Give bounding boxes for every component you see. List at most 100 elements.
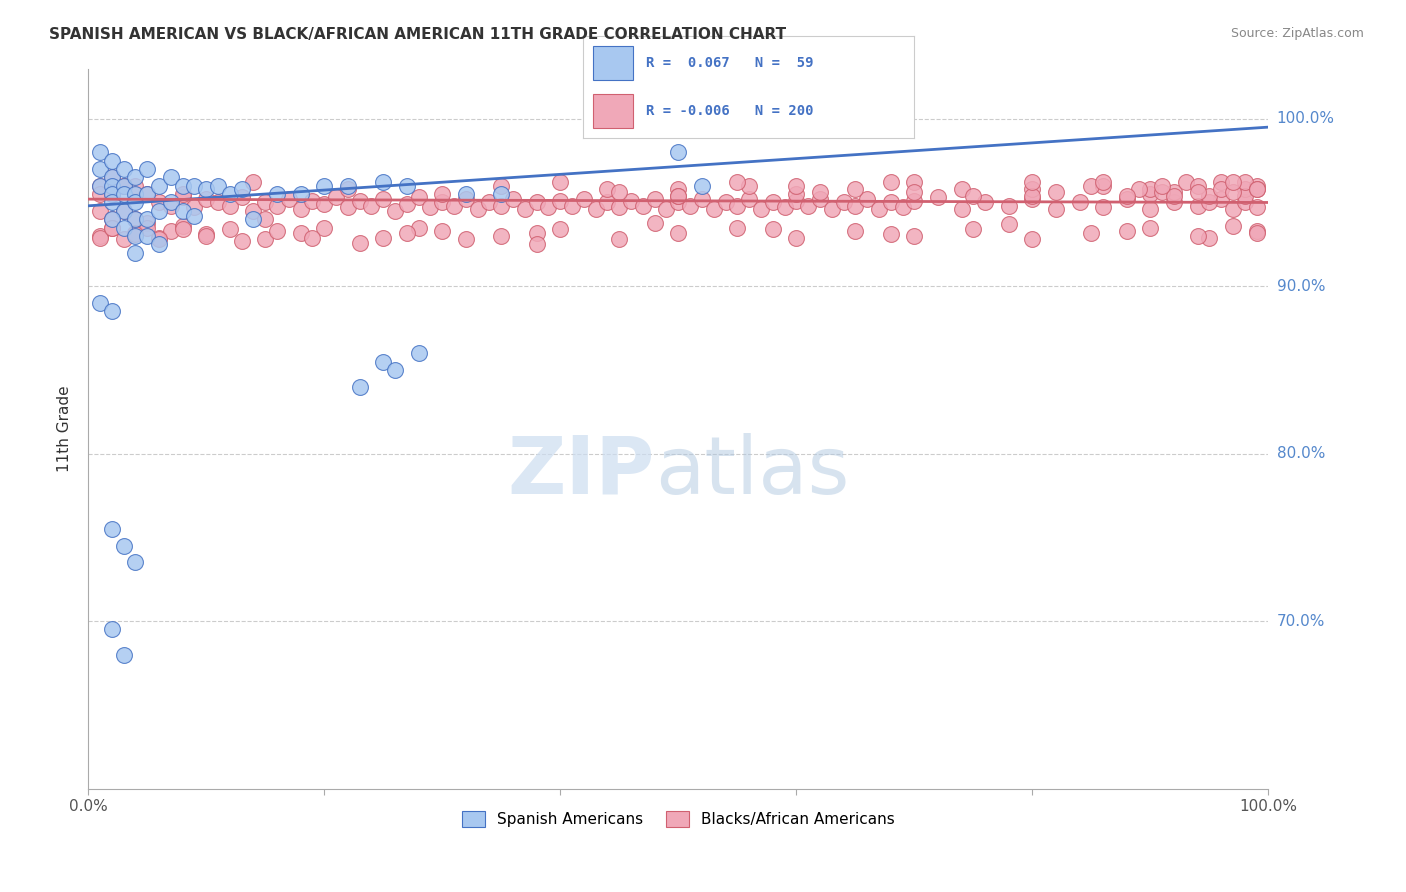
Point (112, 203, 135, 218)
Point (785, 187, 807, 202)
Point (808, 192, 831, 206)
Point (314, 220, 336, 235)
Point (725, 175, 748, 189)
Point (1198, 195, 1220, 210)
Point (997, 217, 1019, 231)
Point (1211, 192, 1233, 206)
Point (112, 178, 135, 193)
Point (844, 224, 866, 238)
Point (195, 182, 218, 196)
Point (89, 145, 111, 160)
Point (159, 195, 181, 210)
Point (432, 224, 454, 238)
Bar (593, 95, 633, 128)
Point (254, 195, 277, 210)
Point (100, 187, 122, 202)
Point (1115, 192, 1137, 206)
Text: R =  0.067   N =  59: R = 0.067 N = 59 (647, 56, 814, 70)
Point (124, 170, 146, 185)
Point (195, 229, 218, 244)
Point (100, 220, 122, 235)
Point (1222, 202, 1244, 216)
Point (1139, 182, 1161, 196)
Point (644, 216, 666, 230)
Point (950, 182, 973, 196)
Point (974, 195, 997, 210)
Point (491, 178, 513, 193)
Point (112, 203, 135, 218)
Point (136, 212, 159, 227)
Point (1246, 226, 1268, 240)
Point (1187, 178, 1209, 193)
Point (548, 222, 571, 236)
Point (703, 202, 725, 216)
Point (666, 188, 689, 202)
Point (136, 161, 159, 176)
Point (526, 195, 548, 210)
Point (690, 192, 713, 206)
Point (1246, 201, 1268, 215)
Point (714, 195, 737, 210)
Point (1152, 186, 1174, 200)
Point (100, 153, 122, 168)
Point (738, 192, 761, 206)
Point (195, 192, 218, 206)
Point (172, 178, 194, 193)
Point (513, 202, 536, 216)
Point (1092, 201, 1115, 215)
Point (207, 178, 229, 193)
Point (596, 182, 619, 196)
Point (1092, 175, 1115, 189)
Point (903, 194, 925, 208)
Point (183, 209, 205, 223)
Text: SPANISH AMERICAN VS BLACK/AFRICAN AMERICAN 11TH GRADE CORRELATION CHART: SPANISH AMERICAN VS BLACK/AFRICAN AMERIC… (49, 27, 786, 42)
Point (100, 304, 122, 318)
Point (1211, 182, 1233, 196)
Point (1080, 178, 1102, 193)
Point (537, 201, 560, 215)
Point (100, 195, 122, 210)
Point (136, 220, 159, 235)
Point (467, 202, 489, 216)
Point (666, 182, 689, 196)
Point (124, 195, 146, 210)
Point (373, 354, 395, 368)
Point (690, 178, 713, 193)
Point (1115, 188, 1137, 202)
Point (762, 195, 785, 210)
Point (1092, 178, 1115, 193)
Point (148, 232, 170, 246)
Point (1174, 175, 1197, 189)
Point (454, 192, 477, 206)
Point (1222, 175, 1244, 189)
Point (454, 187, 477, 202)
Point (725, 220, 748, 235)
Point (808, 186, 831, 200)
Point (785, 178, 807, 193)
Point (112, 187, 135, 202)
Point (491, 229, 513, 244)
Point (172, 219, 194, 233)
Point (172, 187, 194, 202)
Point (1139, 187, 1161, 202)
Point (266, 187, 288, 202)
Point (1246, 182, 1268, 196)
Point (997, 199, 1019, 213)
Bar (593, 45, 633, 79)
Text: atlas: atlas (655, 433, 849, 511)
Point (290, 187, 312, 202)
Point (749, 202, 772, 216)
Point (903, 186, 925, 200)
Point (124, 226, 146, 240)
Point (124, 229, 146, 244)
Point (1045, 202, 1067, 216)
Point (1233, 175, 1256, 189)
Point (195, 227, 218, 242)
Point (395, 178, 418, 193)
Point (1187, 229, 1209, 244)
Point (432, 195, 454, 210)
Point (666, 195, 689, 210)
Point (1198, 230, 1220, 244)
Point (112, 539, 135, 553)
Point (242, 175, 264, 189)
